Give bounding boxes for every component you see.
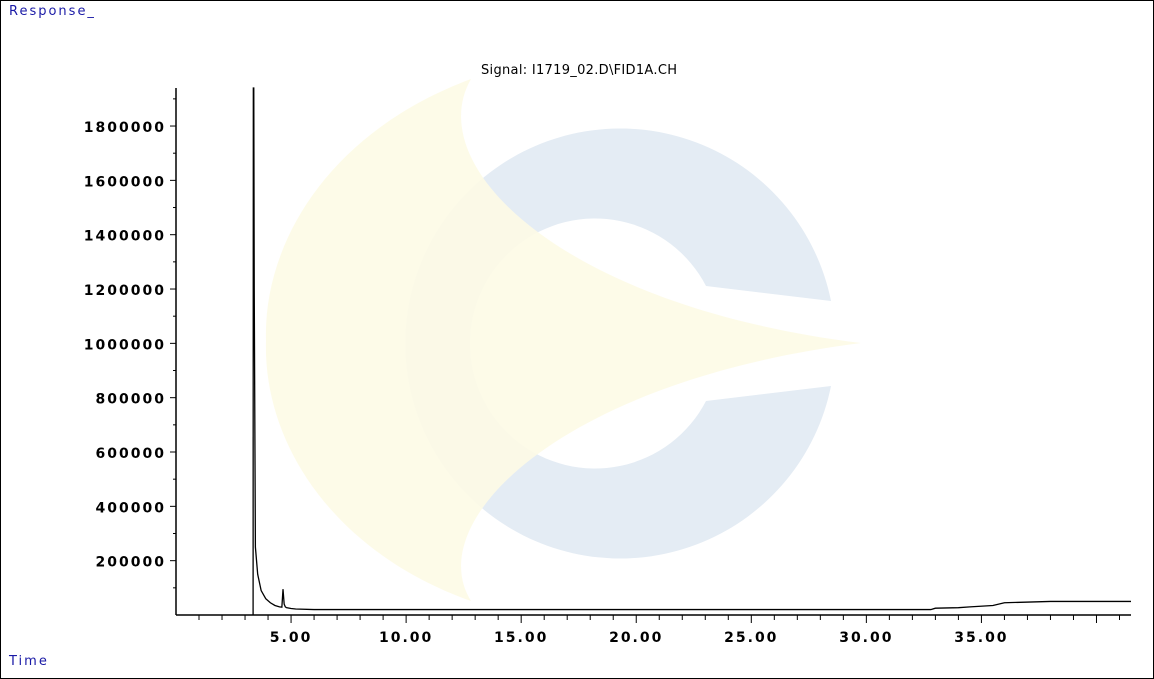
y-tick-label: 1600000: [84, 174, 166, 190]
y-tick-label: 1800000: [84, 120, 166, 136]
y-tick-label: 1000000: [84, 337, 166, 353]
y-tick-label: 1400000: [84, 229, 166, 245]
signal-trace: [252, 87, 1131, 616]
x-ticks: 5.00 10.00 15.00 20.00 25.00 30.00 35.00: [198, 615, 1120, 646]
y-axis-label: Response_: [9, 4, 96, 19]
y-tick-label: 400000: [96, 500, 166, 516]
x-tick-label: 5.00: [270, 630, 313, 646]
x-tick-label: 25.00: [724, 630, 778, 646]
y-ticks: 200000 400000 600000 800000 1000000 1200000 14…: [84, 98, 176, 589]
watermark-swoosh: [265, 79, 861, 601]
x-tick-label: 30.00: [839, 630, 893, 646]
y-tick-label: 600000: [96, 446, 166, 462]
x-axis-label: Time: [9, 654, 49, 669]
chart-title: Signal: I1719_02.D\FID1A.CH: [481, 63, 678, 78]
y-tick-label: 800000: [96, 392, 166, 408]
x-tick-label: 20.00: [609, 630, 663, 646]
y-tick-label: 200000: [96, 555, 166, 571]
x-tick-label: 15.00: [494, 630, 548, 646]
axes: [175, 88, 1131, 616]
y-tick-label: 1200000: [84, 283, 166, 299]
x-tick-label: 10.00: [379, 630, 433, 646]
x-tick-label: 35.00: [954, 630, 1008, 646]
